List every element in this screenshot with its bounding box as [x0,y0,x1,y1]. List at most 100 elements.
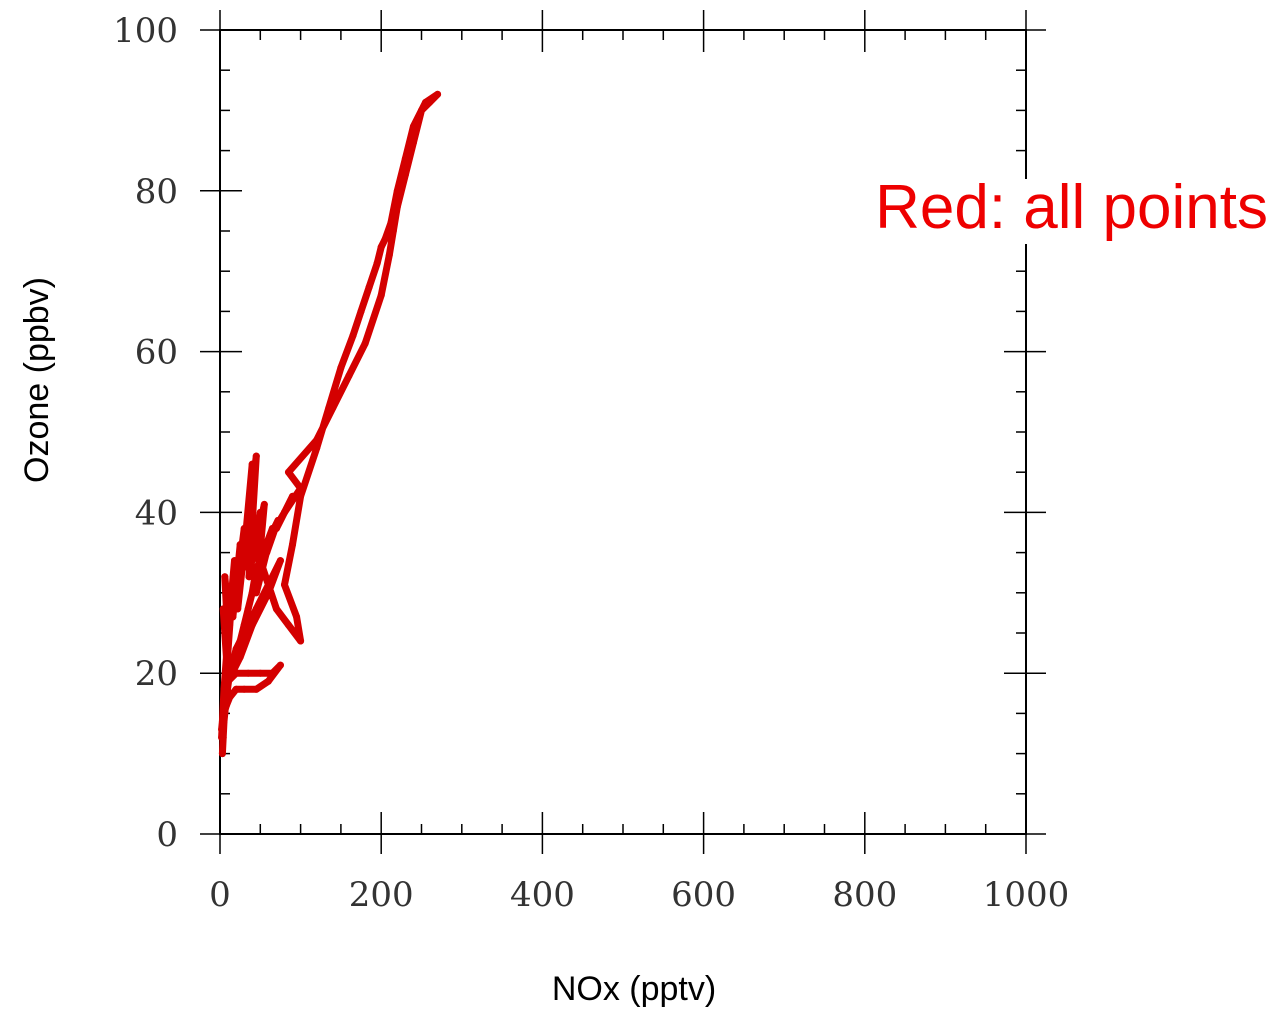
x-tick-label: 600 [671,875,736,915]
data-point [240,685,248,693]
data-point [357,307,365,315]
data-point [264,541,272,549]
data-point [219,734,227,742]
data-point [252,452,260,460]
data-point [401,155,409,163]
data-point [224,677,232,685]
data-point [256,508,264,516]
data-series [218,90,442,758]
data-point [256,557,264,565]
data-point [234,605,242,613]
data-point [409,122,417,130]
x-tick-label: 800 [832,875,897,915]
data-point [401,171,409,179]
data-point [222,701,230,709]
data-point [345,372,353,380]
data-point [252,605,260,613]
data-point [218,725,226,733]
data-point [220,709,228,717]
data-point [387,219,395,227]
data-point [385,251,393,259]
data-point [256,669,264,677]
data-point [293,613,301,621]
plot-frame [219,29,1027,835]
data-point [389,227,397,235]
data-point [248,557,256,565]
data-point [218,717,226,725]
x-tick-label: 1000 [983,875,1070,915]
data-point [244,605,252,613]
data-point [264,589,272,597]
data-point [393,187,401,195]
data-point [252,685,260,693]
data-point [221,573,229,581]
y-tick-label: 40 [135,493,178,533]
y-tick-label: 100 [113,11,178,51]
data-point [240,524,248,532]
data-point [240,549,248,557]
legend-annotation: Red: all points [875,173,1268,242]
data-point [226,693,234,701]
data-point [272,605,280,613]
data-point [361,340,369,348]
data-point [418,106,425,114]
y-tick-label: 60 [135,333,178,373]
data-point [232,565,240,573]
data-point [274,516,282,524]
data-point [337,364,345,372]
data-point [220,685,228,693]
data-point [240,629,248,637]
data-point [377,243,385,251]
data-point [244,508,252,516]
data-point [260,500,268,508]
y-tick-label: 80 [135,172,178,212]
data-point [263,549,271,557]
data-point [276,661,284,669]
data-point [264,677,272,685]
x-tick-label: 0 [209,875,231,915]
data-point [266,533,274,541]
annotation-background [869,179,1274,244]
data-point [285,621,293,629]
data-point [289,541,297,549]
data-point [232,669,240,677]
axis-tick-labels: 0 200 400 600 800 1000 0 20 40 60 80 100 [113,11,1069,915]
data-point [280,581,288,589]
x-tick-label: 200 [349,875,414,915]
data-point [289,492,297,500]
data-point [227,605,235,613]
data-point [325,404,333,412]
data-point [434,90,442,98]
data-point [244,669,252,677]
plot-area [219,29,1027,835]
data-point [285,468,293,476]
data-point [252,565,260,573]
data-point [313,436,321,444]
data-point [236,637,244,645]
data-point [236,541,244,549]
x-tick-label: 400 [510,875,575,915]
data-point [381,235,389,243]
data-point [240,621,248,629]
data-point [276,557,284,565]
data-point [228,661,236,669]
series-line [218,90,442,758]
data-point [232,589,240,597]
data-point [409,139,417,147]
data-point [268,669,276,677]
data-point [393,203,401,211]
data-point [248,460,256,468]
data-point [218,750,226,758]
data-point [231,557,239,565]
data-point [349,332,357,340]
y-tick-label: 20 [135,654,178,694]
data-point [422,98,430,106]
data-point [248,621,256,629]
data-point [236,653,244,661]
data-point [264,581,272,589]
data-point [297,484,305,492]
data-point [226,621,234,629]
data-point [239,565,247,573]
y-tick-label: 0 [156,815,178,855]
